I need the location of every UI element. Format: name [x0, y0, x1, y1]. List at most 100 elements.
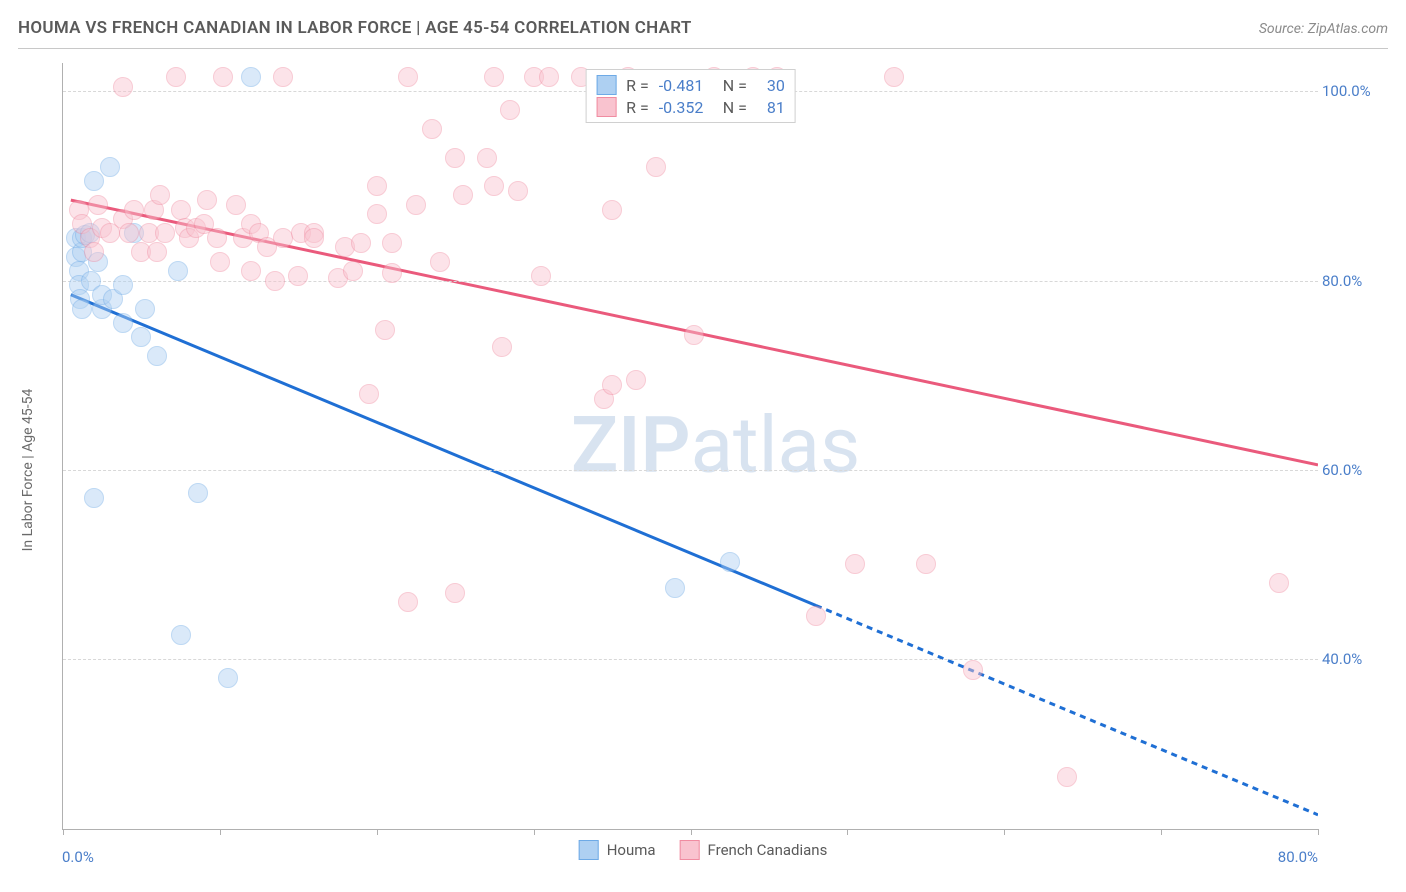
chart-title: HOUMA VS FRENCH CANADIAN IN LABOR FORCE … [18, 18, 692, 38]
french-swatch [596, 97, 616, 117]
y-tick-label: 100.0% [1322, 82, 1382, 100]
y-tick-label: 40.0% [1322, 650, 1382, 668]
french-point [343, 261, 363, 281]
french-point [684, 325, 704, 345]
gridline-h [63, 470, 1318, 471]
houma-point [84, 171, 104, 191]
houma-point [168, 261, 188, 281]
french-point [382, 233, 402, 253]
y-tick-label: 60.0% [1322, 461, 1382, 479]
french-point [359, 384, 379, 404]
french-point [241, 261, 261, 281]
chart-container: In Labor Force | Age 45-54 ZIPatlas R =-… [18, 48, 1388, 874]
french-point [626, 370, 646, 390]
houma-label: Houma [607, 841, 656, 859]
french-point [531, 266, 551, 286]
houma-point [72, 299, 92, 319]
french-point [210, 252, 230, 272]
houma-point [241, 67, 261, 87]
french-point [213, 67, 233, 87]
french-point [150, 185, 170, 205]
french-point [492, 337, 512, 357]
legend-item-houma: Houma [579, 840, 656, 860]
x-tick [377, 829, 378, 835]
french-point [422, 119, 442, 139]
french-point [367, 204, 387, 224]
french-point [304, 228, 324, 248]
x-tick-label: 80.0% [1278, 848, 1318, 866]
houma-trendline [71, 295, 816, 606]
french-swatch [680, 840, 700, 860]
houma-n-value: 30 [757, 76, 785, 95]
french-point [171, 200, 191, 220]
x-tick-label: 0.0% [62, 848, 94, 866]
french-point [113, 77, 133, 97]
french-point [375, 320, 395, 340]
french-point [197, 190, 217, 210]
french-point [367, 176, 387, 196]
french-point [166, 67, 186, 87]
houma-point [131, 327, 151, 347]
french-point [477, 148, 497, 168]
houma-point [720, 552, 740, 572]
source-attribution: Source: ZipAtlas.com [1259, 21, 1388, 37]
x-tick [1161, 829, 1162, 835]
houma-point [113, 275, 133, 295]
houma-point [218, 668, 238, 688]
french-point [1269, 573, 1289, 593]
x-tick [1318, 829, 1319, 835]
french-point [1057, 767, 1077, 787]
french-point [273, 67, 293, 87]
french-point [484, 176, 504, 196]
french-point [430, 252, 450, 272]
r-label: R = [626, 76, 649, 95]
french-point [806, 606, 826, 626]
french-point [884, 67, 904, 87]
french-point [155, 223, 175, 243]
french-point [916, 554, 936, 574]
r-label: R = [626, 98, 649, 117]
french-point [602, 375, 622, 395]
y-tick-label: 80.0% [1322, 272, 1382, 290]
french-point [147, 242, 167, 262]
french-point [484, 67, 504, 87]
french-point [119, 223, 139, 243]
french-point [406, 195, 426, 215]
houma-swatch [579, 840, 599, 860]
houma-point [665, 578, 685, 598]
french-point [445, 148, 465, 168]
french-point [963, 660, 983, 680]
n-label: N = [723, 98, 747, 117]
french-point [124, 200, 144, 220]
x-tick [691, 829, 692, 835]
x-tick [534, 829, 535, 835]
correlation-legend: R = -0.481 N = 30R = -0.352 N = 81 [585, 69, 796, 123]
x-tick [220, 829, 221, 835]
french-n-value: 81 [757, 98, 785, 117]
french-point [84, 242, 104, 262]
x-tick [63, 829, 64, 835]
houma-point [84, 488, 104, 508]
french-point [265, 271, 285, 291]
french-r-value: -0.352 [659, 98, 713, 117]
houma-point [188, 483, 208, 503]
french-point [646, 157, 666, 177]
houma-point [135, 299, 155, 319]
legend-row-french: R = -0.352 N = 81 [596, 96, 785, 118]
legend-row-houma: R =-0.481N =30 [596, 74, 785, 96]
watermark: ZIPatlas [571, 401, 860, 492]
houma-point [147, 346, 167, 366]
french-point [539, 67, 559, 87]
legend-item-french: French Canadians [680, 840, 828, 860]
french-point [845, 554, 865, 574]
houma-r-value: -0.481 [659, 76, 713, 95]
french-point [500, 100, 520, 120]
y-axis-title: In Labor Force | Age 45-54 [20, 388, 36, 551]
french-point [398, 592, 418, 612]
french-label: French Canadians [708, 841, 828, 859]
french-point [602, 200, 622, 220]
trend-lines-layer [63, 63, 1318, 829]
french-point [207, 228, 227, 248]
french-point [398, 67, 418, 87]
french-point [351, 233, 371, 253]
